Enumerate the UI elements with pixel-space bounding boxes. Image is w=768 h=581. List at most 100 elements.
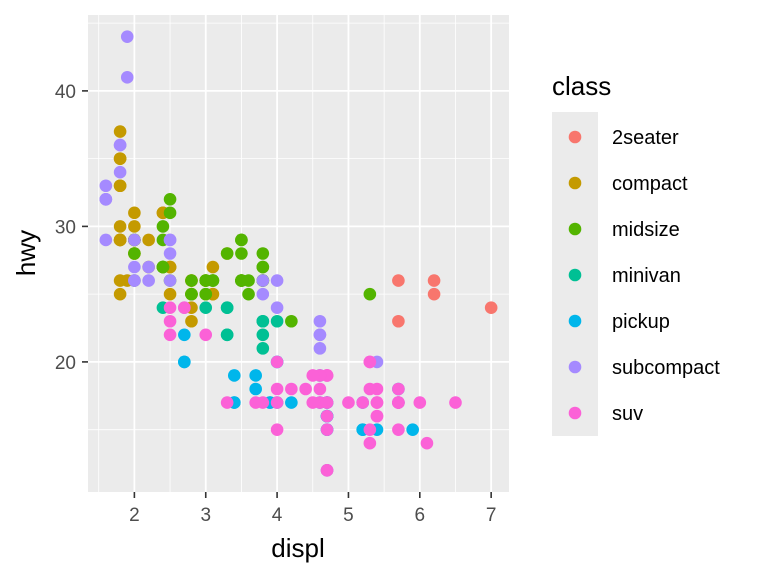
data-point-suv xyxy=(392,382,405,396)
data-point-midsize xyxy=(185,274,198,287)
data-point-subcompact xyxy=(163,247,177,260)
data-point-compact xyxy=(142,233,155,247)
data-point-suv xyxy=(356,396,370,409)
data-points xyxy=(99,30,498,477)
legend-title: class xyxy=(552,71,611,101)
data-point-compact xyxy=(113,179,127,193)
data-point-suv xyxy=(320,409,334,423)
data-point-midsize xyxy=(363,287,377,301)
data-point-midsize xyxy=(242,287,255,301)
x-tick-label: 7 xyxy=(486,505,497,526)
data-point-midsize xyxy=(235,233,248,247)
data-point-compact xyxy=(128,206,141,220)
data-point-pickup xyxy=(249,382,262,396)
data-point-midsize xyxy=(156,220,170,233)
data-point-compact xyxy=(206,260,220,274)
data-point-compact xyxy=(163,287,177,301)
data-point-subcompact xyxy=(120,30,134,43)
legend-label-2seater: 2seater xyxy=(612,127,679,149)
data-point-suv xyxy=(363,355,377,369)
data-point-subcompact xyxy=(142,274,155,287)
x-tick-label: 5 xyxy=(343,505,354,526)
data-point-compact xyxy=(113,233,127,247)
data-point-2seater xyxy=(484,301,498,315)
data-point-compact xyxy=(128,220,141,233)
legend-key-pickup xyxy=(568,314,582,328)
legend: class 2seater compact midsize minivan pickup… xyxy=(552,71,720,436)
legend-label-subcompact: subcompact xyxy=(612,357,720,379)
data-point-suv xyxy=(370,396,384,409)
data-point-minivan xyxy=(270,314,284,328)
data-point-suv xyxy=(363,382,377,396)
data-point-compact xyxy=(113,287,127,301)
data-point-midsize xyxy=(220,247,234,260)
data-point-midsize xyxy=(128,247,141,260)
data-point-suv xyxy=(392,396,405,409)
y-tick-label: 20 xyxy=(55,353,76,374)
legend-key-subcompact xyxy=(568,360,582,374)
data-point-suv xyxy=(320,396,334,409)
data-point-pickup xyxy=(178,328,191,342)
data-point-pickup xyxy=(249,369,262,382)
data-point-suv xyxy=(285,382,298,396)
legend-key-suv xyxy=(568,406,582,420)
data-point-suv xyxy=(178,301,191,315)
data-point-subcompact xyxy=(128,260,141,274)
data-point-subcompact xyxy=(313,342,327,355)
legend-label-suv: suv xyxy=(612,403,643,425)
data-point-subcompact xyxy=(99,179,113,193)
data-point-suv xyxy=(299,382,312,396)
data-point-subcompact xyxy=(256,287,270,301)
x-tick-label: 6 xyxy=(415,505,426,526)
data-point-suv xyxy=(220,396,234,409)
data-point-suv xyxy=(163,314,177,328)
y-axis-title: hwy xyxy=(11,230,41,276)
data-point-suv xyxy=(320,423,334,436)
y-axis: 20 30 40 xyxy=(55,82,88,374)
data-point-subcompact xyxy=(270,301,284,315)
data-point-suv xyxy=(270,396,284,409)
x-tick-label: 3 xyxy=(200,505,211,526)
legend-key-2seater xyxy=(568,130,582,144)
data-point-pickup xyxy=(178,355,191,369)
data-point-compact xyxy=(113,125,127,138)
plot-panel xyxy=(88,15,509,492)
data-point-minivan xyxy=(256,328,270,342)
data-point-suv xyxy=(313,382,327,396)
data-point-suv xyxy=(449,396,462,409)
data-point-suv xyxy=(270,423,284,436)
x-axis-title: displ xyxy=(271,533,324,563)
data-point-minivan xyxy=(199,301,213,315)
data-point-2seater xyxy=(427,287,441,301)
data-point-subcompact xyxy=(128,274,141,287)
data-point-subcompact xyxy=(120,71,134,84)
data-point-suv xyxy=(363,423,377,436)
legend-key-minivan xyxy=(568,268,582,282)
data-point-suv xyxy=(256,396,270,409)
data-point-pickup xyxy=(406,423,419,436)
data-point-midsize xyxy=(163,192,177,206)
data-point-subcompact xyxy=(99,192,113,206)
data-point-suv xyxy=(163,328,177,342)
data-point-pickup xyxy=(285,396,298,409)
legend-label-compact: compact xyxy=(612,173,688,195)
data-point-subcompact xyxy=(313,328,327,342)
data-point-suv xyxy=(370,409,384,423)
data-point-2seater xyxy=(427,274,441,287)
data-point-subcompact xyxy=(113,138,127,152)
data-point-midsize xyxy=(235,274,248,287)
data-point-suv xyxy=(363,436,377,450)
data-point-minivan xyxy=(220,301,234,315)
legend-key-compact xyxy=(568,176,582,190)
data-point-subcompact xyxy=(99,233,113,247)
data-point-subcompact xyxy=(163,233,177,247)
data-point-suv xyxy=(392,423,405,436)
data-point-minivan xyxy=(256,314,270,328)
data-point-compact xyxy=(185,314,198,328)
data-point-suv xyxy=(270,382,284,396)
x-tick-label: 2 xyxy=(129,505,140,526)
data-point-subcompact xyxy=(113,165,127,179)
data-point-midsize xyxy=(206,274,220,287)
data-point-midsize xyxy=(163,206,177,220)
